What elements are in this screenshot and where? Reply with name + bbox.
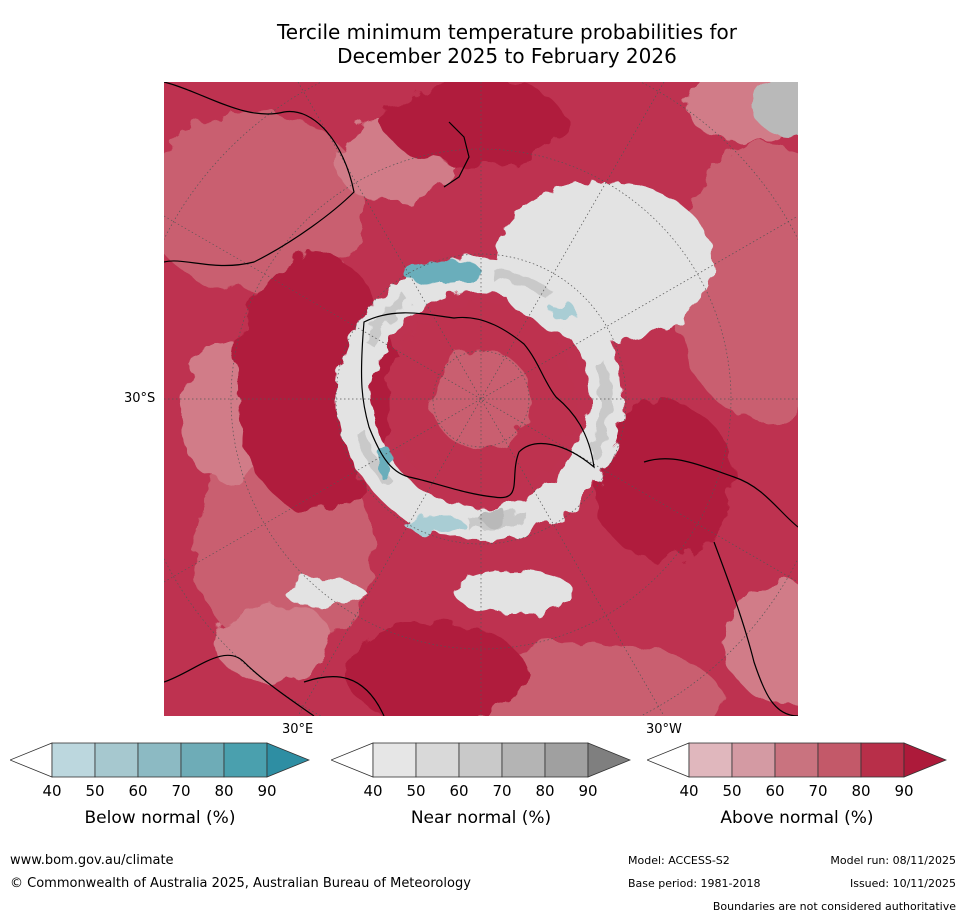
polar-map (164, 82, 798, 716)
colorbar-tick-label: 70 (171, 782, 191, 800)
colorbar-tick-label: 50 (722, 782, 742, 800)
colorbar-tick-label: 50 (85, 782, 105, 800)
website-link[interactable]: www.bom.gov.au/climate (10, 853, 174, 868)
legend-below-normal: 40 50 60 70 80 90 Below normal (%) (10, 742, 310, 832)
colorbar-segment (860, 742, 905, 778)
colorbar-segment (458, 742, 503, 778)
ticks-below: 40 50 60 70 80 90 (10, 782, 310, 802)
probability-field (164, 82, 798, 716)
caption-above: Above normal (%) (720, 808, 874, 828)
colorbar-tick-label: 90 (257, 782, 277, 800)
colorbar-segment (688, 742, 733, 778)
graticule-lines (164, 82, 798, 716)
colorbar-tick-label: 70 (808, 782, 828, 800)
colorbar-segment (903, 742, 947, 778)
colorbar-tick-label: 90 (894, 782, 914, 800)
colorbar-segment (415, 742, 460, 778)
colorbar-segment (223, 742, 268, 778)
colorbar-segment (94, 742, 139, 778)
caption-below: Below normal (%) (84, 808, 236, 828)
lon-label-30w: 30°W (646, 722, 682, 737)
colorbar-tick-label: 80 (535, 782, 555, 800)
colorbar-segment (137, 742, 182, 778)
colorbar-tick-label: 60 (449, 782, 469, 800)
colorbar-tick-label: 40 (679, 782, 699, 800)
colorbar-segment (51, 742, 96, 778)
model-text: Model: ACCESS-S2 (628, 854, 730, 867)
title-line-2: December 2025 to February 2026 (337, 44, 677, 68)
colorbar-tick-label: 70 (492, 782, 512, 800)
map-svg (164, 82, 798, 716)
issued-text: Issued: 10/11/2025 (849, 877, 956, 890)
colorbar-segment (180, 742, 225, 778)
colorbar-tick-label: 50 (406, 782, 426, 800)
colorbar-low-extend (331, 742, 374, 778)
colorbar-segment (731, 742, 776, 778)
model-run-text: Model run: 08/11/2025 (830, 854, 956, 867)
colorbar-segment (266, 742, 310, 778)
colorbar-segment (817, 742, 862, 778)
colorbar-tick-label: 60 (128, 782, 148, 800)
colorbar-segment (501, 742, 546, 778)
ticks-above: 40 50 60 70 80 90 (647, 782, 947, 802)
colorbar-segment (774, 742, 819, 778)
base-period-text: Base period: 1981-2018 (628, 877, 761, 890)
legend-above-normal: 40 50 60 70 80 90 Above normal (%) (647, 742, 947, 832)
lat-label-30s: 30°S (124, 391, 156, 406)
boundaries-note: Boundaries are not considered authoritat… (712, 900, 956, 913)
colorbar-tick-label: 40 (42, 782, 62, 800)
colorbar-segment (587, 742, 631, 778)
colorbar-below (10, 742, 310, 778)
coastlines (164, 82, 798, 716)
colorbar-tick-label: 80 (214, 782, 234, 800)
colorbar-tick-label: 40 (363, 782, 383, 800)
colorbar-tick-label: 90 (578, 782, 598, 800)
colorbar-tick-label: 80 (851, 782, 871, 800)
lon-label-30e: 30°E (282, 722, 314, 737)
colorbar-near (331, 742, 631, 778)
colorbar-segment (544, 742, 589, 778)
caption-near: Near normal (%) (410, 808, 552, 828)
colorbar-tick-label: 60 (765, 782, 785, 800)
legend-near-normal: 40 50 60 70 80 90 Near normal (%) (331, 742, 631, 832)
copyright-text: © Commonwealth of Australia 2025, Austra… (10, 876, 471, 891)
chart-title: Tercile minimum temperature probabilitie… (0, 20, 965, 68)
colorbar-low-extend (10, 742, 53, 778)
colorbar-segment (372, 742, 417, 778)
colorbar-above (647, 742, 947, 778)
colorbar-low-extend (647, 742, 690, 778)
title-line-1: Tercile minimum temperature probabilitie… (276, 20, 738, 44)
ticks-near: 40 50 60 70 80 90 (331, 782, 631, 802)
